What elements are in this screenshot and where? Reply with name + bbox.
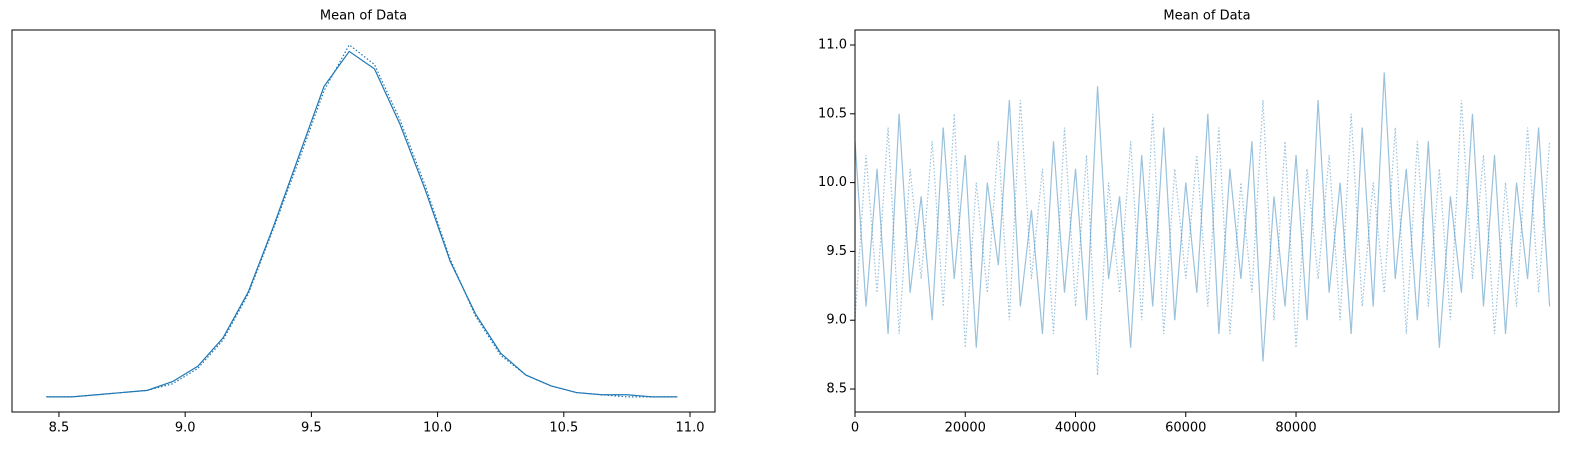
- series-line: [855, 72, 1551, 362]
- series-line: [46, 50, 678, 398]
- x-tick-label: 60000: [1165, 421, 1206, 436]
- y-tick-label: 10.5: [818, 106, 847, 121]
- series-line: [855, 100, 1551, 376]
- x-tick-label: 9.0: [175, 421, 196, 436]
- x-tick-label: 11.0: [676, 421, 705, 436]
- chart-title: Mean of Data: [320, 9, 407, 24]
- x-tick-label: 10.5: [549, 421, 578, 436]
- x-tick-label: 40000: [1055, 421, 1096, 436]
- x-tick-label: 8.5: [49, 421, 70, 436]
- series-line: [46, 43, 678, 398]
- y-tick-label: 8.5: [826, 382, 847, 397]
- x-tick-label: 0: [851, 421, 859, 436]
- chart-title: Mean of Data: [1163, 9, 1250, 24]
- y-tick-label: 11.0: [818, 37, 847, 52]
- x-tick-label: 20000: [945, 421, 986, 436]
- plot-frame: [854, 29, 1560, 413]
- plot-frame: [11, 29, 716, 413]
- x-tick-label: 10.0: [423, 421, 452, 436]
- y-tick-label: 10.0: [818, 175, 847, 190]
- y-tick-label: 9.5: [826, 244, 847, 259]
- y-tick-label: 9.0: [826, 313, 847, 328]
- x-tick-label: 80000: [1275, 421, 1316, 436]
- x-tick-label: 9.5: [301, 421, 322, 436]
